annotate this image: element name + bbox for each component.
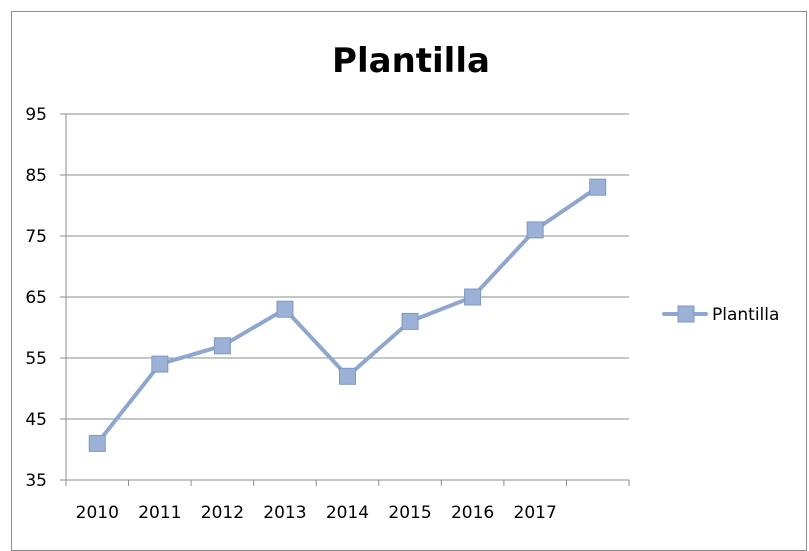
data-point-marker bbox=[276, 300, 294, 318]
x-tick-label: 2017 bbox=[514, 503, 557, 523]
series-line bbox=[95, 185, 600, 446]
y-tick-label: 45 bbox=[25, 410, 47, 430]
y-tick-label: 75 bbox=[25, 227, 47, 247]
y-tick-label: 65 bbox=[25, 288, 47, 308]
data-point-marker bbox=[213, 337, 231, 355]
chart-title: Plantilla bbox=[332, 41, 490, 81]
legend-marker bbox=[677, 305, 695, 323]
y-tick-label: 95 bbox=[25, 105, 47, 125]
x-tick-label: 2010 bbox=[76, 503, 119, 523]
x-tick-label: 2014 bbox=[326, 503, 369, 523]
y-tick-label: 85 bbox=[25, 166, 47, 186]
x-tick-label: 2013 bbox=[263, 503, 306, 523]
data-point-marker bbox=[464, 288, 482, 306]
data-point-marker bbox=[151, 355, 169, 373]
series-layer bbox=[88, 178, 607, 452]
data-point-marker bbox=[339, 367, 356, 385]
data-point-marker bbox=[589, 178, 607, 196]
y-axis: 35 45 55 65 75 85 95 bbox=[25, 105, 67, 491]
x-tick-label: 2016 bbox=[451, 503, 494, 523]
x-tick-label: 2015 bbox=[388, 503, 431, 523]
legend: Plantilla bbox=[662, 305, 779, 325]
data-point-marker bbox=[401, 312, 419, 330]
x-tick-label: 2012 bbox=[201, 503, 244, 523]
data-point-marker bbox=[526, 221, 544, 239]
y-tick-label: 35 bbox=[25, 471, 47, 491]
legend-label: Plantilla bbox=[712, 305, 779, 325]
x-tick-label: 2011 bbox=[138, 503, 181, 523]
y-tick-label: 55 bbox=[25, 349, 47, 369]
x-axis: 2010 2011 2012 2013 2014 2015 2016 2017 bbox=[65, 479, 630, 523]
chart-frame bbox=[11, 11, 807, 551]
data-point-marker bbox=[88, 434, 106, 452]
